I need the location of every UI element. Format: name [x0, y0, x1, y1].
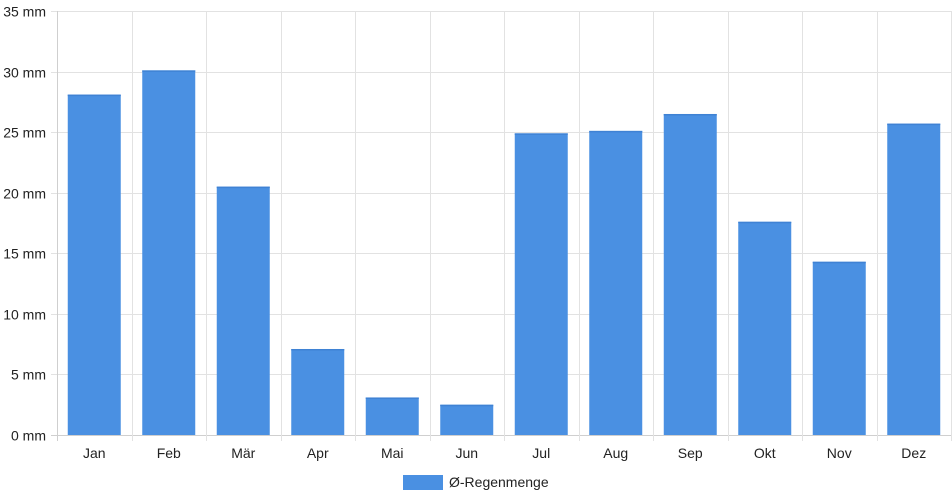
bar-jul[interactable]: Jul: 24.9 [514, 133, 568, 435]
bar-feb[interactable]: Feb: 30.1 [142, 70, 196, 436]
y-tick-label: 15 mm [3, 246, 46, 262]
bar-aug[interactable]: Aug: 25.1 [589, 130, 643, 435]
x-tick-label: Jun [455, 445, 478, 461]
x-tick-label: Mai [381, 445, 404, 461]
legend[interactable]: Ø-Regenmenge [403, 474, 549, 490]
x-tick-label: Okt [754, 445, 776, 461]
y-tick-label: 0 mm [11, 428, 46, 444]
y-tick-label: 25 mm [3, 125, 46, 141]
legend-label: Ø-Regenmenge [449, 474, 549, 490]
bar-jan[interactable]: Jan: 28.1 [67, 94, 121, 436]
y-tick-label: 5 mm [11, 367, 46, 383]
x-axis: Jan Feb Mär Apr Mai Jun Jul Aug Sep Okt Nov Dez [83, 445, 926, 461]
x-tick-label: Sep [678, 445, 703, 461]
y-tick-label: 35 mm [3, 4, 46, 20]
x-tick-label: Feb [157, 445, 181, 461]
bars: Jan: 28.1 Feb: 30.1 Mär: 20.5 Apr: 7.1 Mai: … [67, 70, 941, 436]
bar-mai[interactable]: Mai: 3.1 [365, 397, 419, 435]
bar-dez[interactable]: Dez: 25.7 [887, 123, 941, 436]
x-tick-label: Jul [532, 445, 550, 461]
bar-sep[interactable]: Sep: 26.5 [663, 113, 717, 435]
y-tick-label: 30 mm [3, 65, 46, 81]
bar-jun[interactable]: Jun: 2.5 [440, 404, 494, 435]
y-axis: 0 mm 5 mm 10 mm 15 mm 20 mm 25 mm 30 mm 35 mm [3, 4, 46, 444]
x-tick-label: Mär [231, 445, 255, 461]
bar-apr[interactable]: Apr: 7.1 [291, 348, 345, 435]
y-tick-label: 10 mm [3, 307, 46, 323]
x-tick-label: Jan [83, 445, 106, 461]
x-tick-label: Nov [827, 445, 852, 461]
grid [51, 11, 952, 441]
bar-mär[interactable]: Mär: 20.5 [216, 186, 270, 435]
bar-nov[interactable]: Nov: 14.3 [812, 261, 866, 435]
x-tick-label: Apr [307, 445, 329, 461]
x-tick-label: Aug [603, 445, 628, 461]
legend-swatch [403, 475, 443, 490]
y-tick-label: 20 mm [3, 186, 46, 202]
x-tick-label: Dez [901, 445, 926, 461]
bar-okt[interactable]: Okt: 17.6 [738, 221, 792, 435]
